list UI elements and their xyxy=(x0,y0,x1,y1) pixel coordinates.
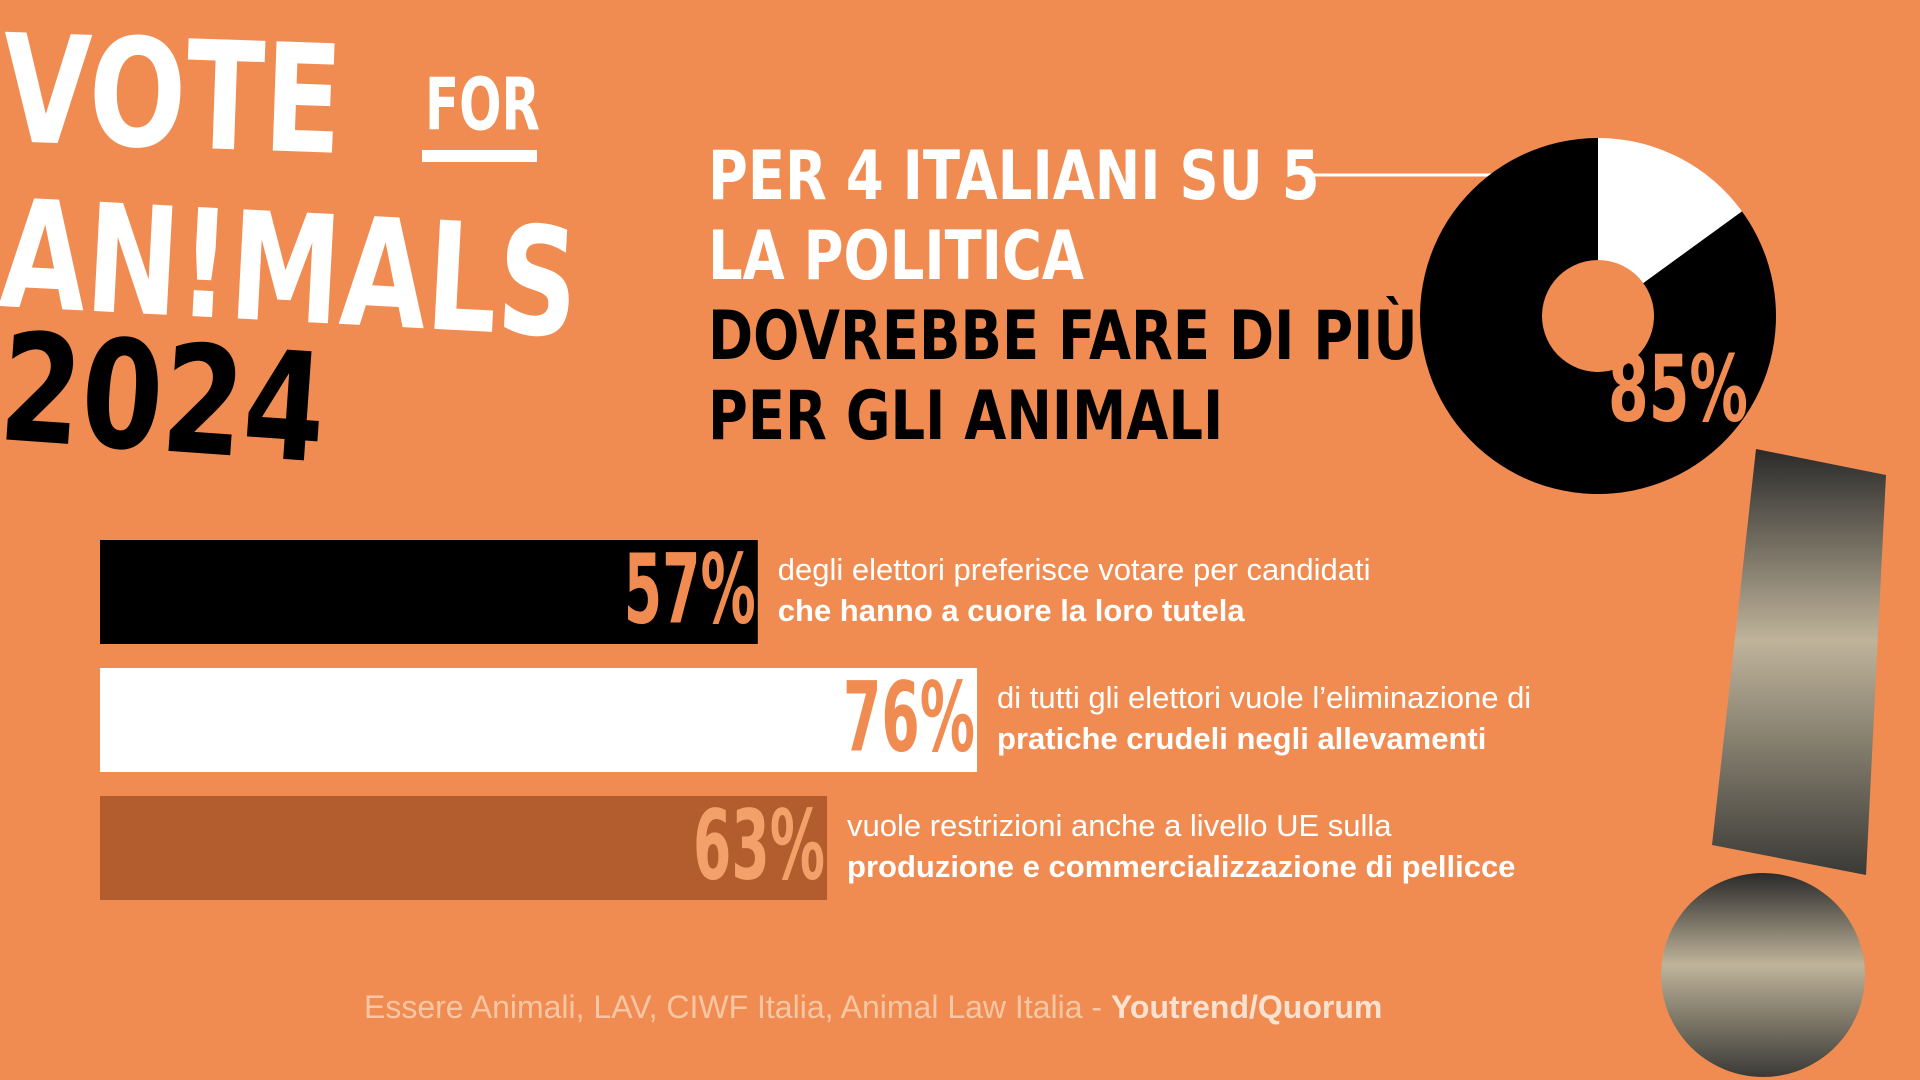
headline-line: PER 4 ITALIANI SU 5 xyxy=(708,136,1320,216)
source-bold: Youtrend/Quorum xyxy=(1111,989,1382,1025)
photo-dot xyxy=(1661,873,1865,1077)
logo-year: 2024 xyxy=(0,301,331,497)
bar xyxy=(100,668,978,772)
bar xyxy=(100,540,758,644)
photo-cutout xyxy=(1712,449,1886,875)
logo: VOTE FOR AN!MALS 2024 xyxy=(0,3,582,497)
pie-slice xyxy=(1598,138,1743,284)
bar-description: degli elettori preferisce votare per can… xyxy=(778,552,1371,587)
bar-description-bold: pratiche crudeli negli allevamenti xyxy=(997,721,1486,756)
bar-value-label: 76% xyxy=(843,661,975,773)
bar-description-bold: che hanno a cuore la loro tutela xyxy=(778,593,1246,628)
bar-description: di tutti gli elettori vuole l’eliminazio… xyxy=(997,680,1531,715)
headline-line: LA POLITICA xyxy=(708,216,1084,296)
bar-value-label: 57% xyxy=(624,533,756,645)
source-text: Essere Animali, LAV, CIWF Italia, Animal… xyxy=(364,989,1111,1025)
headline-line: PER GLI ANIMALI xyxy=(708,376,1223,456)
bar xyxy=(100,796,828,900)
logo-animals: AN!MALS xyxy=(0,168,582,372)
bar-description-bold: produzione e commercializzazione di pell… xyxy=(847,849,1515,884)
bar-description: vuole restrizioni anche a livello UE sul… xyxy=(847,808,1392,843)
logo-underline xyxy=(422,150,537,162)
logo-vote: VOTE xyxy=(0,3,345,189)
logo-for: FOR xyxy=(425,63,540,147)
bar-value-label: 63% xyxy=(693,789,825,901)
headline-line: DOVREBBE FARE DI PIÙ xyxy=(708,295,1418,376)
pie-slice xyxy=(1420,138,1777,495)
source: Essere Animali, LAV, CIWF Italia, Animal… xyxy=(364,989,1382,1025)
pie-value-label: 85% xyxy=(1608,335,1748,442)
